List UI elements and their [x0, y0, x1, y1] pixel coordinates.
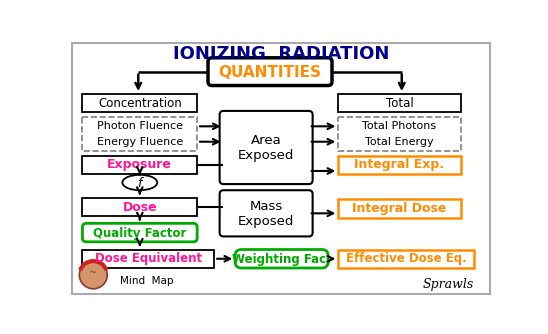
FancyBboxPatch shape: [220, 190, 312, 236]
FancyBboxPatch shape: [235, 249, 328, 268]
FancyBboxPatch shape: [338, 117, 461, 151]
FancyBboxPatch shape: [208, 58, 332, 86]
Text: Total Energy: Total Energy: [365, 137, 433, 147]
Text: Dose Equivalent: Dose Equivalent: [95, 252, 202, 265]
FancyBboxPatch shape: [338, 94, 461, 113]
Text: IONIZING  RADIATION: IONIZING RADIATION: [173, 45, 389, 63]
FancyBboxPatch shape: [82, 94, 197, 113]
Text: Sprawls: Sprawls: [423, 279, 474, 292]
Text: Energy Fluence: Energy Fluence: [96, 137, 183, 147]
Ellipse shape: [122, 175, 157, 190]
Text: Concentration: Concentration: [98, 97, 182, 110]
Text: ~: ~: [89, 269, 98, 279]
FancyBboxPatch shape: [338, 199, 461, 218]
Text: Dose: Dose: [123, 201, 157, 214]
Text: Area
Exposed: Area Exposed: [238, 134, 294, 162]
Text: Photon Fluence: Photon Fluence: [97, 121, 183, 131]
Text: Weighting Fac.: Weighting Fac.: [232, 253, 331, 266]
Text: QUANTITIES: QUANTITIES: [219, 65, 322, 80]
Text: Exposure: Exposure: [107, 158, 172, 171]
FancyBboxPatch shape: [338, 249, 474, 268]
Text: Integral Exp.: Integral Exp.: [355, 158, 444, 171]
Text: Effective Dose Eq.: Effective Dose Eq.: [346, 252, 466, 265]
Text: Integral Dose: Integral Dose: [352, 202, 447, 215]
Circle shape: [79, 261, 107, 289]
Text: Mass
Exposed: Mass Exposed: [238, 200, 294, 228]
FancyBboxPatch shape: [220, 111, 312, 184]
FancyBboxPatch shape: [82, 156, 197, 174]
FancyBboxPatch shape: [338, 156, 461, 174]
Text: Total Photons: Total Photons: [362, 121, 437, 131]
Text: Mind  Map: Mind Map: [121, 276, 174, 286]
FancyBboxPatch shape: [82, 198, 197, 216]
FancyBboxPatch shape: [82, 117, 197, 151]
Text: Quality Factor: Quality Factor: [93, 227, 186, 240]
Text: Total: Total: [386, 97, 413, 110]
FancyBboxPatch shape: [82, 223, 197, 242]
FancyBboxPatch shape: [82, 249, 214, 268]
Text: f: f: [138, 177, 142, 190]
